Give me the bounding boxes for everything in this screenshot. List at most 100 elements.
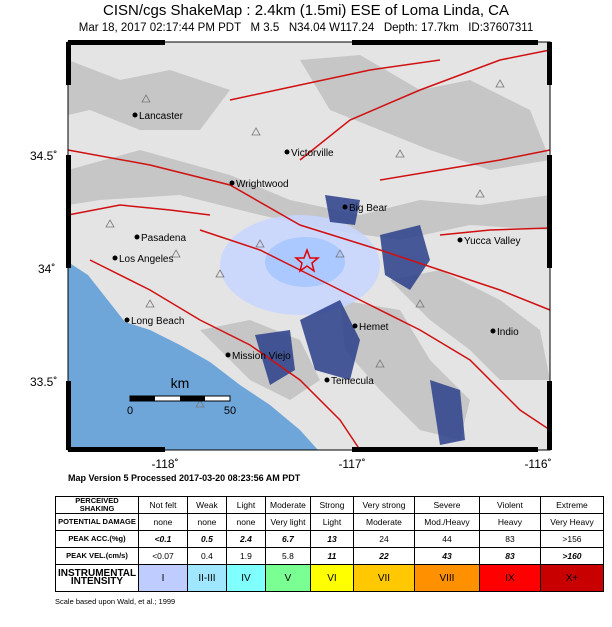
city-dot (352, 323, 358, 329)
map-shape (300, 55, 550, 170)
table-cell: Moderate (264, 496, 311, 514)
row-header: INSTRUMENTAL INTENSITY (55, 564, 139, 592)
map-version: Map Version 5 Processed 2017-03-20 08:23… (68, 473, 301, 483)
city-dot (229, 180, 235, 186)
city-label: Big Bear (349, 203, 388, 214)
city-dot (225, 352, 231, 358)
lat-label: 34˚ (38, 262, 55, 276)
table-cell: IV (225, 564, 266, 592)
map-shape (251, 127, 261, 136)
table-cell: 1.9 (225, 547, 266, 565)
map-shape (495, 79, 505, 88)
table-cell: <0.07 (137, 547, 188, 565)
table-cell: VII (352, 564, 415, 592)
stations (105, 79, 505, 408)
cities: Lancaster Victorville Wrightwood Big Bear Pa… (112, 111, 521, 387)
lon-label: -116˚ (524, 457, 551, 470)
city-dot (284, 149, 290, 155)
table-cell: 6.7 (264, 530, 311, 548)
city-dot (132, 112, 138, 118)
map-shape (89, 259, 361, 451)
intensity-table: PERCEIVED SHAKING Not felt Weak Light Modera… (55, 496, 604, 592)
row-header: PERCEIVED SHAKING (55, 496, 139, 514)
map-shape (145, 299, 155, 308)
map-shape (325, 195, 360, 225)
city-label: Temecula (331, 376, 374, 387)
row-header: PEAK ACC.(%g) (55, 530, 139, 548)
table-cell: 43 (413, 547, 480, 565)
map-shape (215, 269, 225, 278)
row-header: PEAK VEL.(cm/s) (55, 547, 139, 565)
epicenter (293, 247, 321, 273)
map-shape (199, 229, 551, 431)
table-cell: Extreme (539, 496, 604, 514)
city-dot (134, 234, 140, 240)
table-cell: VI (309, 564, 354, 592)
faults (67, 49, 551, 451)
map-shape (67, 204, 211, 216)
map-shape (375, 359, 385, 368)
scale-label: 0 (127, 405, 133, 417)
map-shape (415, 299, 425, 308)
table-row: PEAK ACC.(%g) <0.1 0.5 2.4 6.7 13 24 44 83 >156 (55, 530, 604, 548)
city-dot (457, 237, 463, 243)
table-cell: X+ (539, 564, 604, 592)
map-shape (300, 300, 360, 380)
table-cell: Light (309, 513, 354, 531)
table-cell: 2.4 (225, 530, 266, 548)
city-dot (324, 377, 330, 383)
table-cell: Very strong (352, 496, 415, 514)
scale-unit: km (171, 375, 190, 391)
table-cell: 5.8 (264, 547, 311, 565)
map-shape (352, 40, 538, 45)
map-shape (105, 219, 115, 228)
map-shape (379, 149, 551, 181)
table-cell: none (225, 513, 266, 531)
city-label: Long Beach (131, 316, 184, 327)
map-shape (141, 94, 151, 103)
row-header: POTENTIAL DAMAGE (55, 513, 139, 531)
table-cell: Heavy (478, 513, 541, 531)
table-cell: VIII (413, 564, 480, 592)
city-label: Pasadena (141, 233, 186, 244)
ocean (68, 262, 318, 450)
city-label: Victorville (291, 148, 334, 159)
city-dot (124, 317, 130, 323)
map-shape (195, 399, 205, 408)
footnote: Scale based upon Wald, et al.; 1999 (55, 597, 176, 606)
table-row: PEAK VEL.(cm/s) <0.07 0.4 1.9 5.8 11 22 43 83 >16… (55, 547, 604, 565)
table-cell: none (137, 513, 188, 531)
table-cell: none (186, 513, 227, 531)
table-cell: <0.1 (137, 530, 188, 548)
table-row: PERCEIVED SHAKING Not felt Weak Light Modera… (55, 496, 604, 514)
table-cell: I (137, 564, 188, 592)
map-shape (66, 42, 71, 85)
map-shape (255, 330, 295, 385)
table-cell: 83 (478, 530, 541, 548)
city-label: Wrightwood (236, 179, 289, 190)
table-row: POTENTIAL DAMAGE none none none Very light Li… (55, 513, 604, 531)
table-cell: Strong (309, 496, 354, 514)
map-shape (547, 381, 552, 450)
city-label: Los Angeles (119, 254, 174, 265)
map-shape (547, 42, 552, 85)
map-shape (68, 150, 550, 240)
map-shape (68, 60, 230, 130)
table-cell: 83 (478, 547, 541, 565)
table-cell: 11 (309, 547, 354, 565)
lon-label: -117˚ (338, 457, 365, 470)
city-dot (490, 328, 496, 334)
city-label: Lancaster (139, 111, 184, 122)
table-cell: 0.4 (186, 547, 227, 565)
table-cell: 22 (352, 547, 415, 565)
map-shape (547, 155, 552, 268)
scale-seg (180, 396, 205, 401)
city-label: Hemet (359, 322, 389, 333)
table-cell: Weak (186, 496, 227, 514)
map-shape (68, 40, 165, 45)
table-cell: Violent (478, 496, 541, 514)
frame-ticks (66, 40, 552, 452)
map-shape (66, 155, 71, 268)
table-cell: 0.5 (186, 530, 227, 548)
